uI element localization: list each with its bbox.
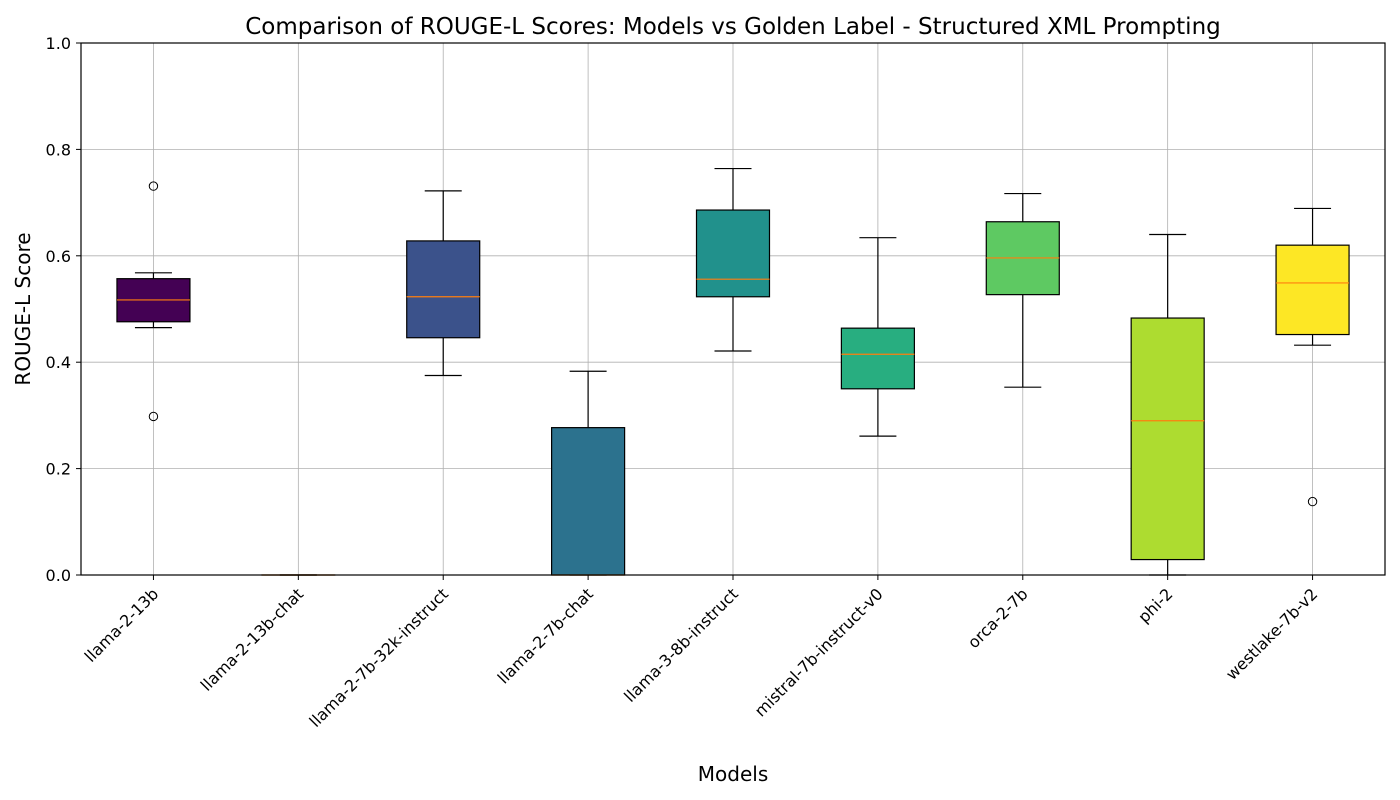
box (695, 209, 771, 298)
x-tick-label: phi-2 (1134, 584, 1176, 626)
x-axis-title: Models (698, 762, 768, 786)
x-tick-label: llama-2-7b-32k-instruct (305, 584, 452, 731)
box (551, 427, 626, 576)
outlier-point (148, 411, 159, 422)
box-group (551, 370, 626, 576)
box-group (840, 237, 915, 437)
outlier-point (1307, 496, 1318, 507)
y-axis-title: ROUGE-L Score (11, 232, 35, 385)
box-group (1275, 207, 1350, 507)
box (406, 240, 481, 339)
y-axis: 0.0 0.2 0.4 0.6 0.8 1.0 (46, 34, 81, 585)
chart-title: Comparison of ROUGE-L Scores: Models vs … (245, 14, 1221, 40)
x-tick-label: westlake-7b-v2 (1222, 584, 1321, 683)
box-group (1130, 233, 1205, 576)
y-tick-label: 0.8 (46, 140, 71, 159)
y-tick-label: 0.4 (46, 353, 71, 372)
x-tick-label: llama-2-13b (81, 584, 163, 666)
x-tick-label: llama-3-8b-instruct (620, 584, 742, 706)
x-tick-label: orca-2-7b (964, 584, 1032, 652)
x-tick-label: mistral-7b-instruct-v0 (751, 584, 887, 720)
box-group (985, 192, 1060, 388)
x-tick-label: llama-2-7b-chat (494, 584, 597, 687)
box (840, 327, 915, 390)
y-tick-label: 1.0 (46, 34, 71, 53)
box-group (406, 190, 481, 377)
boxes (116, 167, 1350, 576)
box (1130, 317, 1205, 561)
y-tick-label: 0.0 (46, 566, 71, 585)
outlier-point (148, 181, 159, 191)
box-group (695, 167, 771, 352)
box-group (116, 181, 191, 422)
x-tick-label: llama-2-13b-chat (197, 584, 307, 694)
x-axis: llama-2-13b llama-2-13b-chatllama-2-7b-32… (81, 575, 1321, 731)
y-tick-label: 0.6 (46, 247, 71, 266)
y-tick-label: 0.2 (46, 460, 71, 479)
box (1275, 244, 1350, 336)
